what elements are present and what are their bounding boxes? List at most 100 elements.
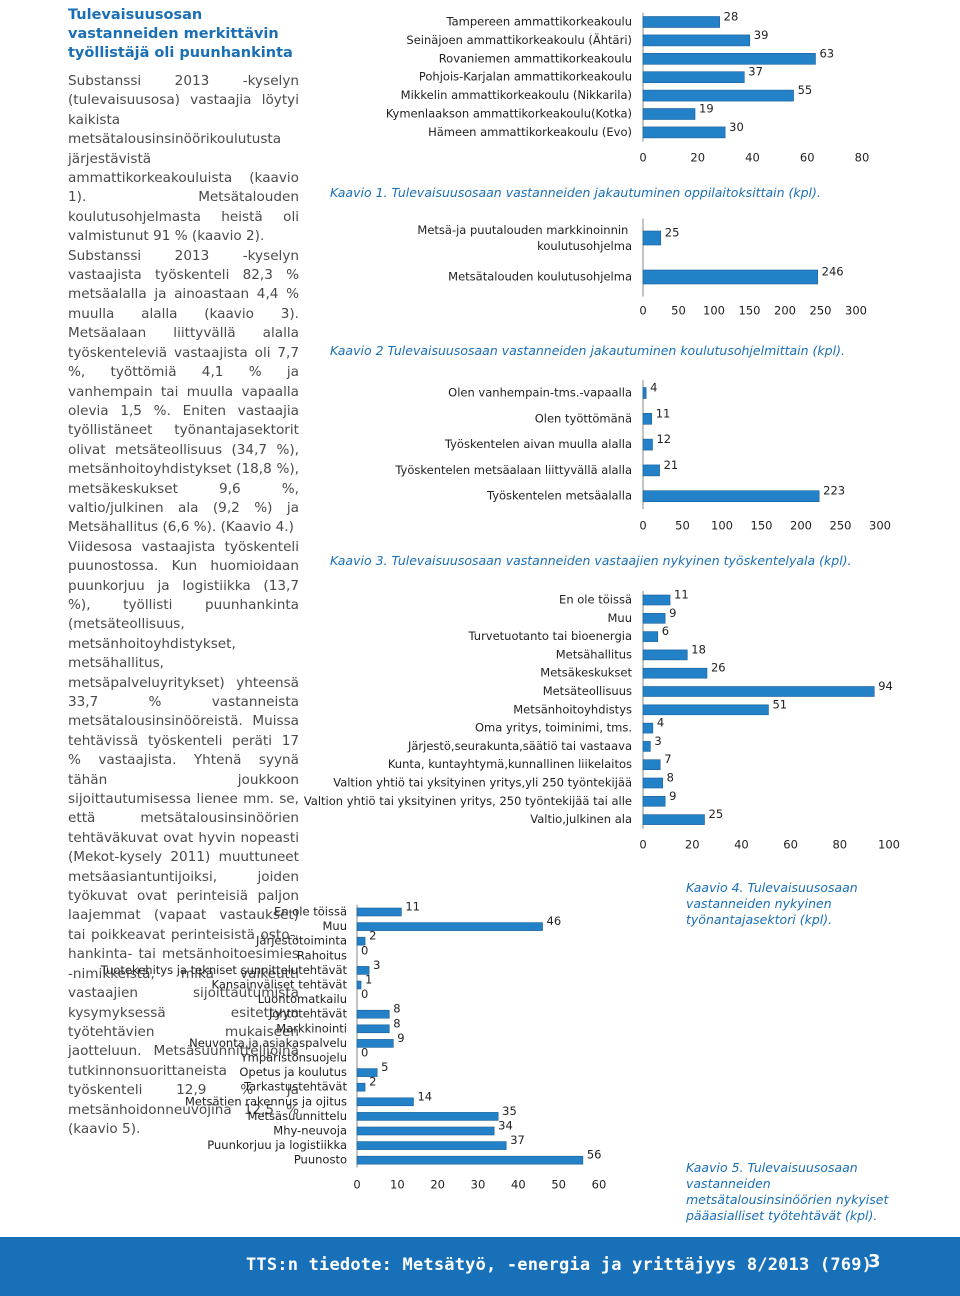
charts: Tampereen ammattikorkeakoulu 28Seinäjoen … — [100, 10, 900, 1192]
bar — [642, 126, 726, 139]
value-label: 6 — [662, 624, 669, 638]
category-label: Valtion yhtiö tai yksityinen yritys,yli … — [333, 776, 632, 790]
bar — [356, 980, 362, 990]
bar — [642, 34, 751, 47]
value-label: 9 — [669, 606, 676, 620]
article-title: Tulevaisuusosan vastanneiden merkittävin… — [68, 7, 293, 61]
value-label: 223 — [823, 484, 845, 498]
category-label: Metsänhoitoyhdistys — [513, 702, 632, 716]
category-label: Olen työttömänä — [535, 411, 632, 425]
x-tick-label: 60 — [592, 1178, 607, 1192]
bar — [642, 612, 666, 624]
bar — [642, 649, 688, 661]
bar — [356, 1068, 378, 1077]
x-tick-label: 0 — [639, 151, 646, 165]
x-tick-label: 50 — [675, 519, 690, 533]
category-label: Kymenlaakson ammattikorkeakoulu(Kotka) — [386, 107, 632, 121]
chart-caption: Kaavio 4. Tulevaisuusosaan vastanneiden … — [686, 880, 858, 927]
bar — [642, 795, 666, 807]
paragraph: Substanssi 2013 -kyselyn (tulevaisuusosa… — [68, 73, 299, 245]
value-label: 94 — [878, 679, 893, 693]
category-label: Kunta, kuntayhtymä,kunnallinen liikelait… — [388, 757, 632, 771]
category-label: En ole töissä — [559, 593, 632, 607]
value-label: 56 — [587, 1148, 602, 1162]
category-label: Ympäristönsuojelu — [240, 1051, 347, 1065]
x-tick-label: 60 — [783, 838, 798, 852]
category-label: Valtion yhtiö tai yksityinen yritys, 250… — [304, 794, 632, 808]
value-label: 28 — [724, 10, 739, 24]
x-tick-label: 20 — [685, 838, 700, 852]
value-label: 19 — [699, 102, 714, 116]
category-label: Kansainväliset tehtävät — [212, 978, 348, 992]
category-label: Järjestötoiminta — [255, 934, 347, 948]
value-label: 51 — [772, 697, 787, 711]
x-tick-label: 150 — [751, 519, 773, 533]
category-label: Muu — [323, 919, 348, 933]
x-tick-label: 200 — [774, 304, 796, 318]
value-label: 2 — [369, 1075, 376, 1089]
category-label: Tuotekehitys ja tekniset sunnittelutehtä… — [100, 963, 348, 977]
value-label: 0 — [361, 943, 368, 957]
chart-caption: Kaavio 1. Tulevaisuusosaan vastanneiden … — [330, 185, 821, 200]
value-label: 246 — [822, 265, 844, 279]
value-label: 9 — [669, 789, 676, 803]
value-label: 3 — [373, 958, 380, 972]
category-label: Opetus ja koulutus — [239, 1065, 347, 1079]
value-label: 14 — [417, 1089, 432, 1103]
x-tick-label: 200 — [790, 519, 812, 533]
bar — [356, 1009, 390, 1019]
x-tick-label: 60 — [800, 151, 815, 165]
paragraph: Viidesosa vastaajista työskenteli puunos… — [68, 538, 299, 1137]
x-tick-label: 20 — [430, 1178, 445, 1192]
bar — [642, 741, 651, 752]
bar — [356, 1112, 499, 1121]
bar — [642, 16, 720, 28]
value-label: 37 — [510, 1133, 525, 1147]
x-tick-label: 20 — [690, 151, 705, 165]
category-label: Tarkastustehtävät — [243, 1080, 347, 1094]
bar — [642, 108, 696, 120]
bar — [356, 1024, 390, 1034]
category-label: Mhy-neuvoja — [273, 1124, 347, 1138]
bar — [356, 1141, 507, 1150]
category-label: En ole töissä — [274, 905, 347, 919]
category-label: Muu — [608, 611, 633, 625]
category-label: Turvetuotanto tai bioenergia — [468, 629, 633, 643]
x-tick-label: 100 — [878, 838, 900, 852]
x-tick-label: 150 — [739, 304, 761, 318]
bar — [356, 1039, 394, 1048]
bar — [642, 594, 671, 606]
value-label: 46 — [547, 914, 562, 928]
bar — [642, 52, 816, 65]
category-label: Olen vanhempain-tms.-vapaalla — [448, 386, 632, 400]
category-label: Mikkelin ammattikorkeakoulu (Nikkarila) — [401, 88, 632, 102]
bar — [642, 814, 705, 825]
category-label: Valtio,julkinen ala — [530, 812, 632, 826]
x-tick-label: 250 — [810, 304, 832, 318]
x-tick-label: 50 — [671, 304, 686, 318]
category-label: Työskentelen metsäalalla — [486, 489, 632, 503]
bar — [356, 1126, 495, 1136]
value-label: 7 — [664, 752, 671, 766]
bar — [642, 631, 659, 642]
bar — [642, 269, 818, 285]
x-tick-label: 0 — [639, 304, 646, 318]
bar — [642, 722, 654, 734]
bar — [642, 387, 647, 399]
bar — [356, 1155, 584, 1165]
bar — [642, 464, 660, 477]
value-label: 8 — [393, 1002, 400, 1016]
x-tick-label: 250 — [830, 519, 852, 533]
category-label: Tampereen ammattikorkeakoulu — [446, 15, 632, 29]
value-label: 12 — [656, 432, 671, 446]
value-label: 11 — [656, 406, 671, 420]
x-tick-label: 0 — [353, 1178, 360, 1192]
article: Tulevaisuusosan vastanneiden merkittävin… — [68, 6, 299, 1139]
category-label: Neuvonta ja asiakaspalvelu — [189, 1036, 347, 1050]
category-label: Oma yritys, toiminimi, tms. — [475, 721, 632, 735]
value-label: 8 — [393, 1016, 400, 1030]
bar — [356, 907, 402, 917]
category-label: Hämeen ammattikorkeakoulu (Evo) — [428, 125, 632, 139]
x-tick-label: 40 — [511, 1178, 526, 1192]
value-label: 25 — [665, 226, 680, 240]
